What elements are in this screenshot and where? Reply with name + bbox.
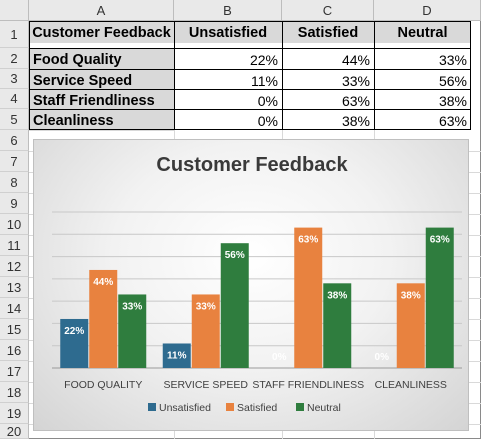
row-header-6[interactable]: 6 [0,130,29,151]
table-divider [282,21,283,130]
row-header-2[interactable]: 2 [0,48,29,69]
data-label: 22% [64,326,84,337]
header-satisfied[interactable]: Satisfied [282,22,374,43]
data-label: 0% [272,352,287,363]
legend-label-unsatisfied: Unsatisfied [159,402,211,414]
table-divider [29,89,471,90]
cell-value[interactable]: 22% [249,51,278,68]
cell-label-staff-friendliness[interactable]: Staff Friendliness [29,90,174,111]
bar-satisfied [396,283,425,368]
row-header-11[interactable]: 11 [0,235,29,256]
category-label: SERVICE SPEED [164,379,249,391]
row-header-19[interactable]: 19 [0,403,29,424]
cell-value[interactable]: 33% [341,72,370,89]
cell-value[interactable]: 11% [251,72,278,89]
data-label: 38% [327,290,347,301]
column-header-d[interactable]: D [374,0,481,21]
data-label: 63% [430,235,450,246]
bar-neutral [323,283,352,368]
cell-value[interactable]: 0% [257,112,278,129]
data-label: 38% [401,290,421,301]
table-divider [29,69,471,70]
row-header-14[interactable]: 14 [0,298,29,319]
column-header-b[interactable]: B [174,0,282,21]
data-label: 56% [225,250,245,261]
row-header-8[interactable]: 8 [0,172,29,193]
legend-swatch-satisfied [226,403,234,411]
bar-neutral [425,227,454,368]
row-header-7[interactable]: 7 [0,151,29,172]
bar-unsatisfied [60,318,89,368]
data-label: 33% [196,301,216,312]
row-header-16[interactable]: 16 [0,340,29,361]
row-header-15[interactable]: 15 [0,319,29,340]
data-label: 11% [167,350,187,361]
data-label: 0% [375,352,390,363]
bar-satisfied [191,294,220,368]
row-header-10[interactable]: 10 [0,214,29,235]
row-header-3[interactable]: 3 [0,69,29,89]
table-divider [174,21,175,130]
cell-value[interactable]: 56% [438,72,467,89]
row-header-17[interactable]: 17 [0,361,29,382]
column-header-c[interactable]: C [282,0,374,21]
table-divider [29,109,471,110]
legend-label-neutral: Neutral [307,402,341,414]
chart-area[interactable]: Customer Feedback 22% 44% 33% FOOD QUALITY 11… [33,139,469,431]
row-header-9[interactable]: 9 [0,193,29,214]
cell-value[interactable]: 63% [341,92,370,109]
header-neutral[interactable]: Neutral [374,22,471,43]
row-header-13[interactable]: 13 [0,277,29,298]
data-label: 33% [122,301,142,312]
legend-swatch-unsatisfied [148,403,156,411]
data-label: 44% [93,277,113,288]
cell-value[interactable]: 33% [438,51,467,68]
table-divider [29,48,471,49]
legend-swatch-neutral [296,403,304,411]
bar-unsatisfied [162,343,191,368]
row-header-1[interactable]: 1 [0,21,29,48]
cell-value[interactable]: 38% [438,92,467,109]
cell-value[interactable]: 44% [341,51,370,68]
cell-value[interactable]: 63% [438,112,467,129]
row-header-12[interactable]: 12 [0,256,29,277]
bar-neutral [118,294,147,368]
cell-label-service-speed[interactable]: Service Speed [29,70,174,91]
select-all-corner[interactable] [0,0,29,21]
chart-title: Customer Feedback [156,154,348,176]
cell-value[interactable]: 0% [257,92,278,109]
bar-satisfied [89,269,118,368]
bar-satisfied [294,227,323,368]
data-label: 63% [298,235,318,246]
header-customer-feedback[interactable]: Customer Feedback [29,22,174,43]
header-unsatisfied[interactable]: Unsatisfied [174,22,282,43]
cell-label-cleanliness[interactable]: Cleanliness [29,110,174,131]
row-header-4[interactable]: 4 [0,89,29,109]
category-label: CLEANLINESS [375,379,447,391]
row-header-5[interactable]: 5 [0,109,29,130]
bar-neutral [220,243,249,368]
bar-chart[interactable]: Customer Feedback 22% 44% 33% FOOD QUALITY 11… [34,140,470,432]
row-header-18[interactable]: 18 [0,382,29,403]
table-divider [374,21,375,130]
category-label: STAFF FRIENDLINESS [252,379,364,391]
category-label: FOOD QUALITY [64,379,142,391]
cell-label-food-quality[interactable]: Food Quality [29,49,174,70]
legend-label-satisfied: Satisfied [237,402,277,414]
cell-value[interactable]: 38% [341,112,370,129]
row-header-20[interactable]: 20 [0,424,29,439]
column-header-a[interactable]: A [29,0,174,21]
